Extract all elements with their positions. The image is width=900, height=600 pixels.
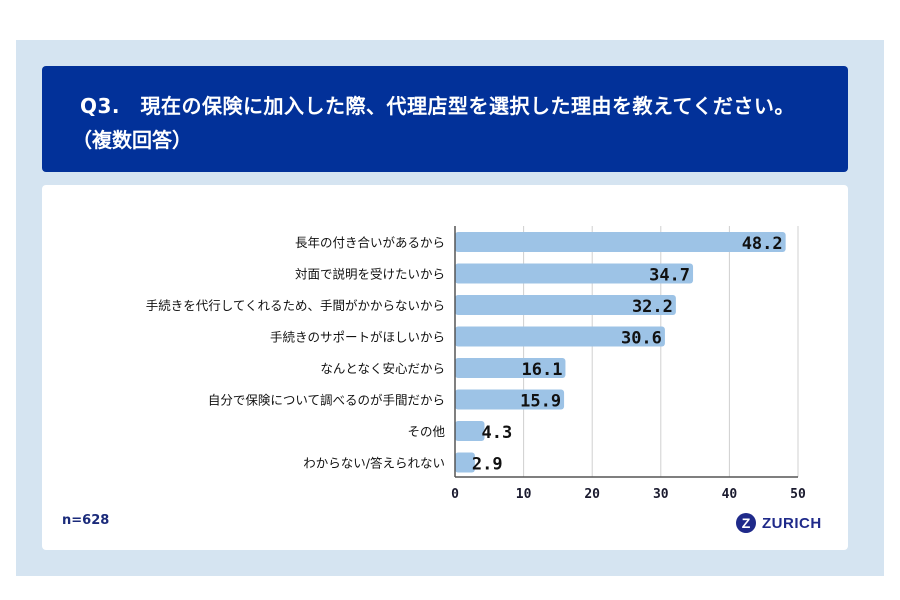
data-label: 2.9	[472, 455, 503, 475]
category-label: 長年の付き合いがあるから	[295, 235, 445, 250]
category-label: なんとなく安心だから	[320, 361, 445, 376]
brand-name: ZURICH	[762, 514, 822, 532]
category-label: 対面で説明を受けたいから	[295, 267, 445, 282]
category-label: その他	[407, 424, 445, 439]
category-label: 手続きを代行してくれるため、手間がかからないから	[146, 298, 445, 313]
data-label: 48.2	[742, 234, 783, 254]
x-tick-label: 40	[722, 487, 738, 502]
zurich-z-icon: Z	[736, 513, 756, 533]
question-text: Q3. 現在の保険に加入した際、代理店型を選択した理由を教えてください。	[80, 94, 795, 118]
category-label: わからない/答えられない	[303, 456, 445, 471]
x-tick-label: 50	[790, 487, 806, 502]
bar	[455, 232, 786, 252]
bar	[455, 263, 694, 284]
sample-size: n=628	[62, 513, 110, 528]
question-header: Q3. 現在の保険に加入した際、代理店型を選択した理由を教えてください。 （複数…	[42, 66, 848, 172]
data-label: 4.3	[481, 423, 512, 443]
bar	[455, 326, 665, 347]
data-label: 16.1	[521, 360, 562, 380]
data-label: 15.9	[520, 392, 561, 412]
question-note: （複数回答）	[72, 128, 192, 152]
x-tick-label: 0	[451, 487, 459, 502]
x-tick-label: 10	[516, 487, 532, 502]
bar	[455, 358, 566, 378]
x-tick-label: 20	[584, 487, 600, 502]
bar	[455, 389, 565, 410]
zurich-logo: Z ZURICH	[736, 513, 822, 533]
bar	[455, 295, 676, 315]
category-label: 自分で保険について調べるのが手間だから	[208, 393, 445, 408]
x-tick-label: 30	[653, 487, 669, 502]
category-label: 手続きのサポートがほしいから	[270, 330, 445, 345]
bar	[455, 452, 475, 473]
data-label: 32.2	[632, 297, 673, 317]
data-label: 30.6	[621, 329, 662, 349]
bar	[455, 421, 485, 441]
data-label: 34.7	[649, 266, 690, 286]
